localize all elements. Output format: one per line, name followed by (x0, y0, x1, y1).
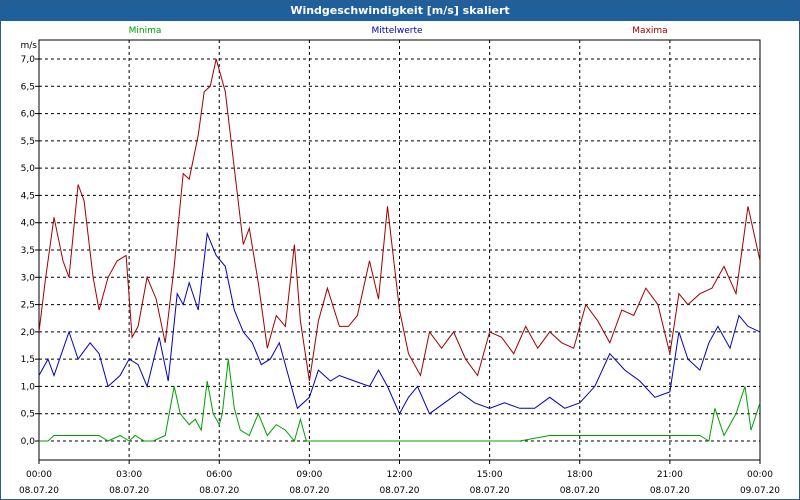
legend-minima: Minima (129, 26, 162, 36)
x-tick-date: 08.07.20 (109, 486, 149, 496)
window-title: Windgeschwindigkeit [m/s] skaliert (1, 1, 799, 21)
x-tick-date: 08.07.20 (199, 486, 239, 496)
legend-mittelwerte: Mittelwerte (371, 26, 422, 36)
x-tick-date: 08.07.20 (19, 486, 59, 496)
y-axis-unit: m/s (21, 41, 38, 51)
y-tick-label: 0,5 (21, 410, 35, 420)
y-tick-label: 2,0 (21, 328, 36, 338)
x-tick-date: 09.07.20 (740, 486, 780, 496)
legend-maxima: Maxima (632, 26, 667, 36)
series-line-maxima (38, 58, 761, 382)
series-line-mittelwerte (38, 231, 761, 415)
x-tick-time: 09:00 (296, 470, 322, 480)
x-tick-time: 00:00 (747, 470, 773, 480)
x-tick-date: 08.07.20 (650, 486, 690, 496)
y-tick-label: 6,5 (21, 82, 35, 92)
y-tick-label: 0,0 (21, 437, 36, 447)
x-tick-time: 18:00 (567, 470, 593, 480)
y-tick-label: 4,5 (21, 191, 35, 201)
y-tick-label: 3,5 (21, 246, 35, 256)
x-tick-date: 08.07.20 (289, 486, 329, 496)
x-tick-date: 08.07.20 (560, 486, 600, 496)
x-tick-date: 08.07.20 (379, 486, 419, 496)
y-tick-label: 5,5 (21, 137, 35, 147)
y-tick-label: 3,0 (21, 273, 36, 283)
y-tick-label: 7,0 (21, 55, 36, 65)
y-tick-label: 4,0 (21, 219, 36, 229)
x-tick-time: 03:00 (116, 470, 142, 480)
y-tick-label: 5,0 (21, 164, 36, 174)
series-line-minima (39, 359, 761, 443)
x-tick-time: 12:00 (387, 470, 413, 480)
y-tick-label: 1,5 (21, 355, 35, 365)
x-tick-time: 00:00 (26, 470, 52, 480)
x-tick-time: 06:00 (206, 470, 232, 480)
x-tick-time: 15:00 (477, 470, 503, 480)
y-tick-label: 6,0 (21, 110, 36, 120)
x-tick-time: 21:00 (657, 470, 683, 480)
y-tick-label: 2,5 (21, 301, 35, 311)
y-tick-label: 1,0 (21, 382, 36, 392)
x-tick-date: 08.07.20 (470, 486, 510, 496)
